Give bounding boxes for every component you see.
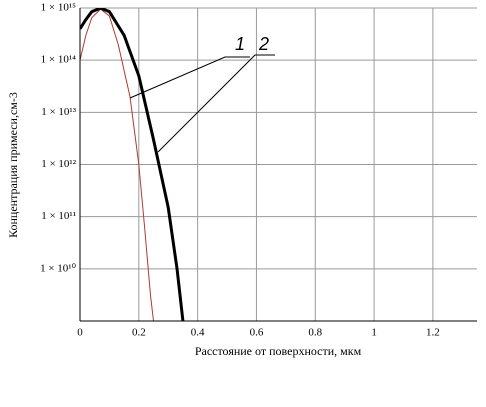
- y-tick-label: 1 × 10¹¹: [41, 210, 76, 222]
- x-tick-label: 1: [371, 327, 377, 339]
- x-tick-label: 1.2: [426, 327, 440, 339]
- curve-label: 1: [235, 34, 245, 54]
- y-tick-label: 1 × 10¹⁰: [40, 262, 77, 274]
- x-tick-label: 0.2: [132, 327, 146, 339]
- leader-line: [129, 56, 250, 99]
- leader-line: [157, 54, 275, 153]
- y-tick-label: 1 × 10¹²: [41, 158, 77, 170]
- x-tick-label: 0.4: [191, 327, 205, 339]
- curve-label: 2: [258, 34, 269, 54]
- curve: [80, 8, 155, 321]
- curves: [80, 8, 185, 321]
- x-tick-label: 0.6: [250, 327, 264, 339]
- y-tick-label: 1 × 10¹⁴: [41, 54, 77, 66]
- x-tick-label: 0: [77, 327, 83, 339]
- y-tick-label: 1 × 10¹³: [41, 106, 77, 118]
- x-tick-label: 0.8: [308, 327, 322, 339]
- curve: [80, 8, 185, 321]
- grid: [79, 7, 477, 321]
- y-axis-label: Концентрация примеси,см-3: [6, 92, 20, 238]
- y-tick-label: 1 × 10¹⁵: [41, 2, 77, 14]
- x-axis-label: Расстояние от поверхности, мкм: [195, 344, 362, 358]
